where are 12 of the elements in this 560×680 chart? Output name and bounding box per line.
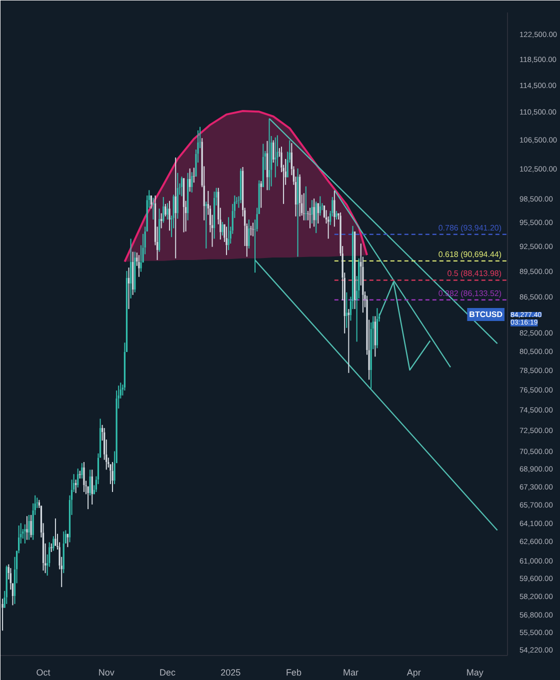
x-tick-label: Dec <box>159 668 176 678</box>
x-tick-label: May <box>466 668 484 678</box>
x-tick-label: Feb <box>286 668 302 678</box>
x-tick-label: 2025 <box>220 668 241 678</box>
x-tick-label: Oct <box>36 668 51 678</box>
series-label: 0.618 (90,694.44) <box>438 250 502 259</box>
series-label: 0.5 (88,413.98) <box>447 269 502 278</box>
x-tick-label: Mar <box>342 668 358 678</box>
x-tick-label: Nov <box>98 668 115 678</box>
annotation: BTCUSD <box>469 310 503 319</box>
series-label: 0.786 (93,941.20) <box>438 223 502 232</box>
x-tick-label: Apr <box>406 668 421 678</box>
